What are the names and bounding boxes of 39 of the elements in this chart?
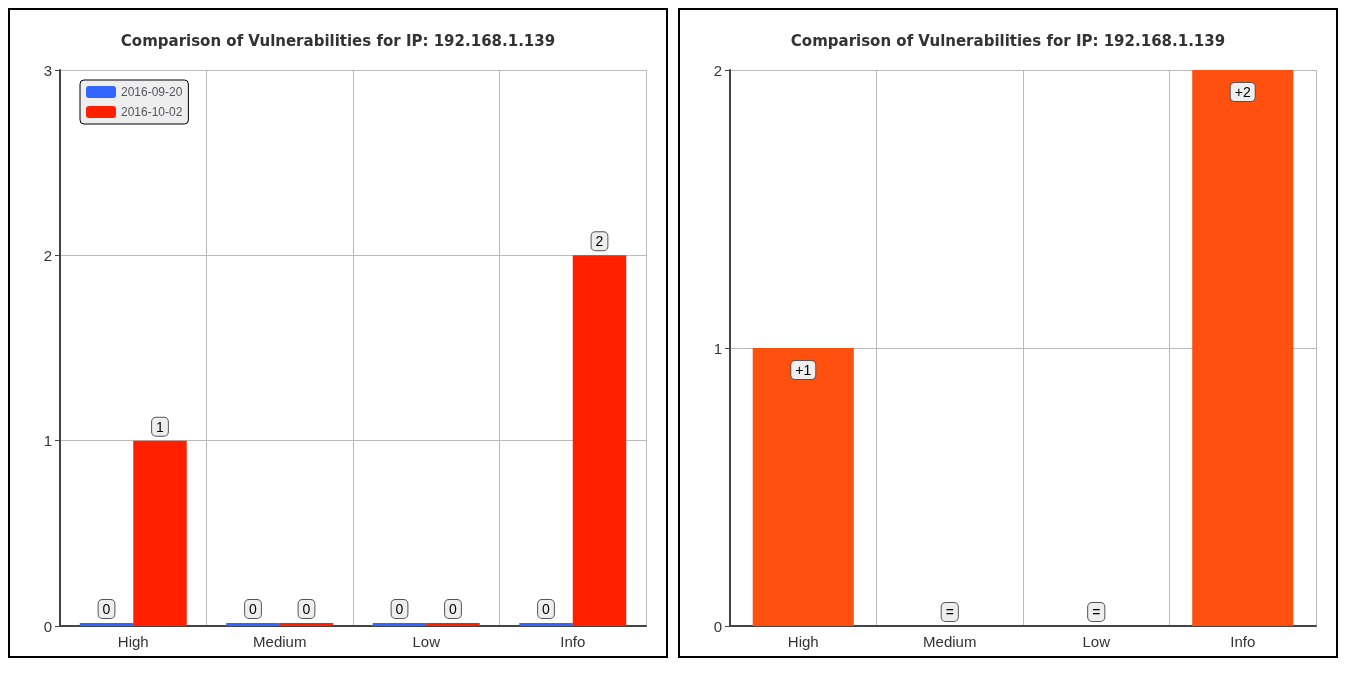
bar bbox=[372, 623, 427, 626]
data-label: 1 bbox=[156, 418, 165, 435]
data-label: 0 bbox=[249, 601, 258, 617]
data-label: 2 bbox=[595, 233, 604, 250]
bar bbox=[226, 623, 280, 626]
x-tick-label: High bbox=[117, 633, 149, 650]
y-tick-label: 3 bbox=[43, 61, 52, 79]
data-label: = bbox=[1092, 604, 1101, 620]
data-label: 0 bbox=[302, 601, 311, 617]
chart-title: Comparison of Vulnerabilities for IP: 192.168.1.139 bbox=[120, 31, 556, 50]
x-tick-label: Low bbox=[1082, 633, 1111, 650]
data-label: 0 bbox=[542, 601, 551, 617]
bar bbox=[426, 623, 480, 626]
bar bbox=[519, 623, 573, 626]
y-tick-label: 0 bbox=[43, 617, 52, 635]
x-tick-label: Info bbox=[560, 633, 586, 650]
data-label: 0 bbox=[102, 601, 111, 617]
bar bbox=[279, 623, 334, 626]
bar bbox=[133, 440, 187, 626]
data-label: = bbox=[945, 604, 954, 620]
y-tick-label: 1 bbox=[713, 339, 722, 357]
bar bbox=[572, 255, 627, 626]
x-tick-label: High bbox=[787, 633, 819, 650]
x-tick-label: Medium bbox=[923, 633, 977, 650]
x-tick-label: Low bbox=[412, 633, 441, 650]
y-tick-label: 1 bbox=[43, 432, 52, 450]
legend-label: 2016-10-02 bbox=[121, 105, 183, 119]
y-tick-label: 0 bbox=[713, 617, 722, 635]
x-tick-label: Info bbox=[1230, 633, 1256, 650]
data-label: 0 bbox=[449, 601, 458, 617]
data-label: +1 bbox=[795, 362, 812, 378]
y-tick-label: 2 bbox=[713, 61, 722, 79]
chart-title: Comparison of Vulnerabilities for IP: 192.168.1.139 bbox=[790, 31, 1226, 50]
data-label: +2 bbox=[1234, 84, 1251, 100]
y-tick-label: 2 bbox=[43, 246, 52, 264]
legend-label: 2016-09-20 bbox=[121, 85, 183, 99]
data-label: 0 bbox=[395, 601, 404, 617]
x-tick-label: Medium bbox=[253, 633, 307, 650]
bar bbox=[79, 623, 134, 626]
